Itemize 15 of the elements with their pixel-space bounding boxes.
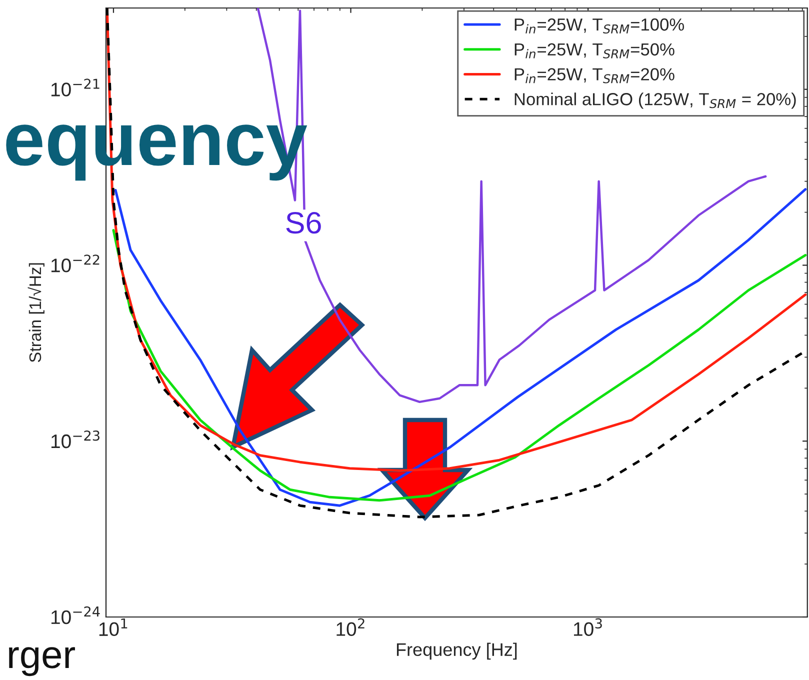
text: rger xyxy=(9,647,75,676)
legend-label: Nominal aLIGO (125W, T$_{SRM}$ = 20%) xyxy=(514,92,796,109)
x-axis-title: Frequency [Hz] xyxy=(396,642,517,660)
x-tick-label: 10$^{1}$ xyxy=(99,618,128,636)
legend-label: P$_{in}$=25W, T$_{SRM}$=100% xyxy=(514,18,684,34)
y-tick-label: 10$^{−24}$ xyxy=(51,606,100,624)
series-label: S6 xyxy=(286,212,321,234)
y-tick-label: 10$^{−23}$ xyxy=(51,430,100,448)
legend-label: P$_{in}$=25W, T$_{SRM}$=20% xyxy=(514,68,674,84)
legend-label: P$_{in}$=25W, T$_{SRM}$=50% xyxy=(514,43,674,58)
y-tick-label: 10$^{−22}$ xyxy=(51,254,100,272)
x-tick-label: 10$^{3}$ xyxy=(574,618,602,636)
y-axis-title: Strain [1/√Hz] xyxy=(28,263,44,362)
x-tick-label: 10$^{2}$ xyxy=(336,618,364,636)
y-tick-label: 10$^{−21}$ xyxy=(51,78,100,96)
